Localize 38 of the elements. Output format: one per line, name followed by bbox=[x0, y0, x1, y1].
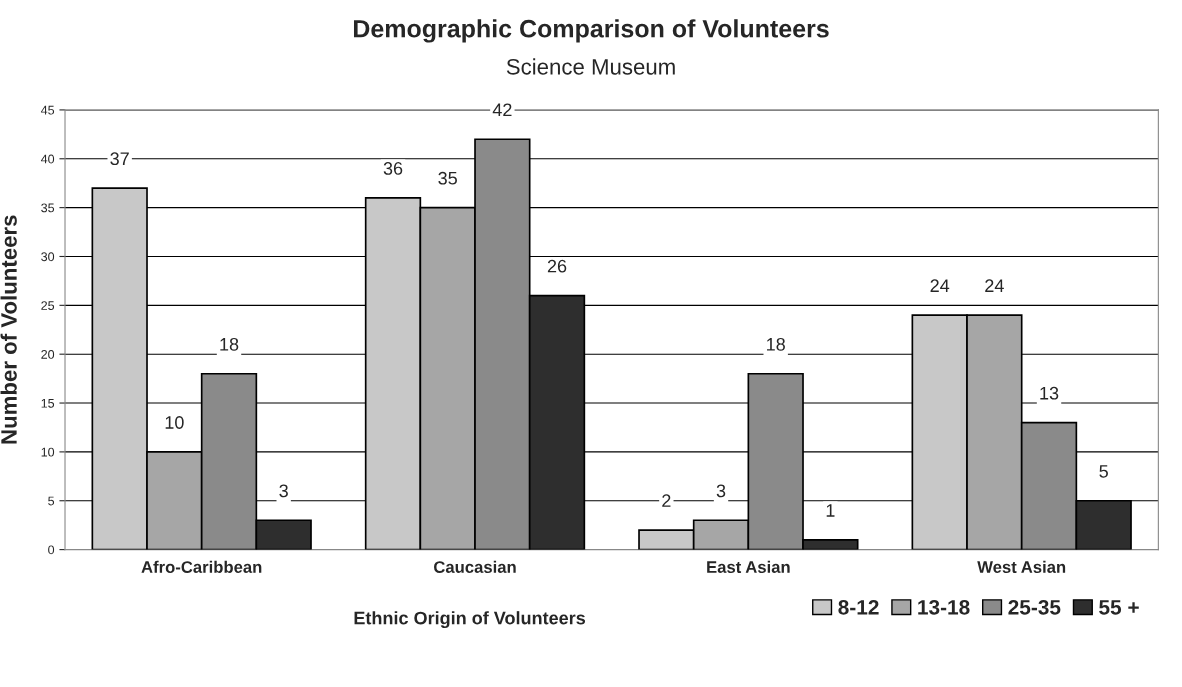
legend-label: 8-12 bbox=[838, 599, 879, 615]
data-label: 3 bbox=[279, 484, 288, 498]
data-label: 26 bbox=[547, 259, 567, 273]
data-label: 3 bbox=[716, 484, 726, 498]
y-tick-label: 40 bbox=[40, 154, 55, 164]
y-tick-label: 15 bbox=[41, 398, 55, 408]
x-axis-title: Ethnic Origin of Volunteers bbox=[354, 611, 586, 629]
data-label: 42 bbox=[492, 103, 512, 117]
data-label: 35 bbox=[438, 171, 457, 185]
data-label: 37 bbox=[110, 152, 129, 166]
x-tick-label: West Asian bbox=[977, 560, 1066, 573]
y-tick-label: 30 bbox=[41, 252, 55, 262]
y-axis-title: Number of Volunteers bbox=[0, 215, 17, 444]
data-label: 10 bbox=[165, 416, 184, 429]
data-label: 18 bbox=[220, 337, 239, 351]
y-tick-label: 5 bbox=[48, 496, 55, 506]
legend-label: 13-18 bbox=[918, 599, 970, 615]
legend-label: 25-35 bbox=[1008, 599, 1061, 615]
chart-subtitle: Science Museum bbox=[506, 58, 675, 75]
x-tick-label: East Asian bbox=[707, 560, 790, 573]
y-tick-label: 25 bbox=[41, 301, 55, 310]
y-tick-label: 35 bbox=[41, 203, 55, 213]
x-tick-label: Afro-Caribbean bbox=[141, 560, 262, 573]
y-tick-label: 45 bbox=[40, 105, 55, 115]
data-label: 36 bbox=[383, 162, 403, 175]
data-label: 18 bbox=[767, 337, 785, 351]
data-label: 5 bbox=[1099, 465, 1108, 478]
y-tick-label: 0 bbox=[48, 545, 55, 555]
x-tick-label: Caucasian bbox=[434, 560, 516, 573]
data-label: 1 bbox=[826, 504, 835, 517]
y-tick-label: 10 bbox=[41, 447, 55, 457]
data-label: 13 bbox=[1040, 386, 1059, 400]
data-label: 24 bbox=[930, 279, 950, 292]
legend-label: 55 + bbox=[1099, 600, 1139, 615]
y-tick-label: 20 bbox=[41, 349, 55, 359]
data-label: 2 bbox=[662, 494, 671, 507]
chart-title: Demographic Comparison of Volunteers bbox=[353, 19, 829, 43]
data-label: 24 bbox=[985, 279, 1004, 292]
